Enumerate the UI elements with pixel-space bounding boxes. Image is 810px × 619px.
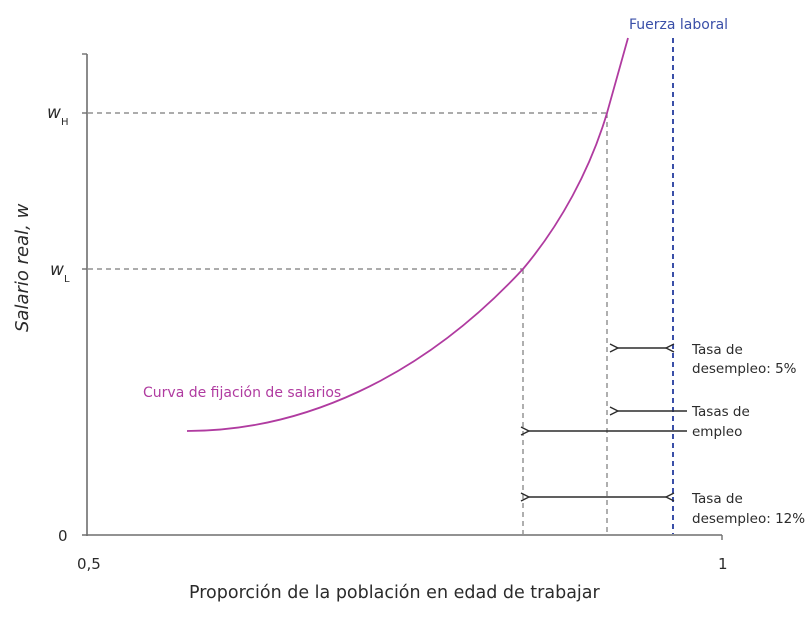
curve-label: Curva de fijación de salarios xyxy=(143,385,341,401)
wh-base: w xyxy=(47,103,61,123)
labor-force-label: Fuerza laboral xyxy=(629,17,728,33)
wl-base: w xyxy=(50,260,64,280)
x-tick-label-max: 1 xyxy=(718,555,728,573)
y-tick-label-zero: 0 xyxy=(58,527,68,545)
x-tick-label-min: 0,5 xyxy=(77,555,101,573)
wh-subscript: H xyxy=(61,117,69,128)
x-axis-title: Proporción de la población en edad de tr… xyxy=(189,583,600,603)
y-tick-label-wl: w L xyxy=(50,260,70,285)
unemployment-12-label-line1: Tasa de xyxy=(691,491,743,507)
axes xyxy=(82,53,723,540)
wage-setting-curve xyxy=(186,37,629,432)
employment-label-line2: empleo xyxy=(692,424,742,440)
y-axis-title: Salario real, w xyxy=(12,203,33,332)
wl-subscript: L xyxy=(64,274,70,285)
y-tick-label-wh: w H xyxy=(47,103,69,128)
unemployment-5-label-line2: desempleo: 5% xyxy=(692,361,797,377)
employment-label-line1: Tasas de xyxy=(691,404,750,420)
guide-lines xyxy=(88,112,608,534)
unemployment-5-label-line1: Tasa de xyxy=(691,342,743,358)
arrows xyxy=(529,348,687,497)
unemployment-12-label-line2: desempleo: 12% xyxy=(692,511,805,527)
